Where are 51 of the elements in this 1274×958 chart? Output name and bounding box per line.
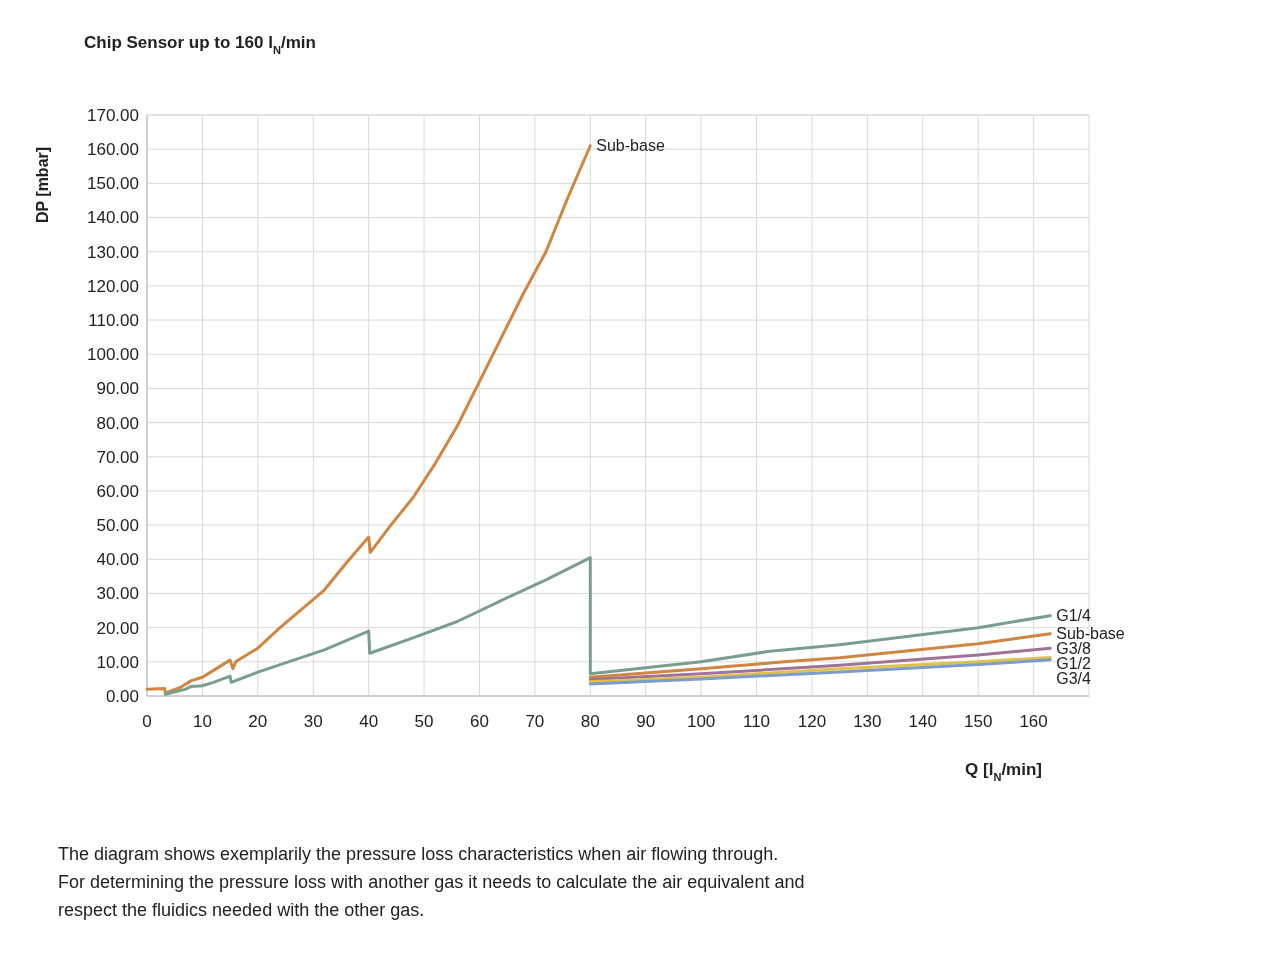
y-tick-label: 90.00 — [96, 379, 139, 399]
x-tick-label: 90 — [636, 712, 656, 731]
y-tick-label: 130.00 — [87, 242, 139, 262]
x-tick-label: 120 — [797, 712, 827, 731]
y-tick-label: 0.00 — [105, 686, 139, 706]
y-tick-label: 20.00 — [96, 618, 139, 638]
x-tick-label: 70 — [525, 712, 545, 731]
y-tick-label: 70.00 — [96, 447, 139, 467]
x-tick-label: 100 — [686, 712, 716, 731]
y-axis-title: DP [mbar] — [34, 146, 51, 224]
x-tick-label: 140 — [908, 712, 937, 731]
y-tick-label: 120.00 — [87, 276, 139, 296]
text: The diagram shows exemplarily the pressure loss characteristics when air flowing through. — [58, 844, 779, 864]
x-tick-label: 20 — [248, 712, 268, 731]
line-series — [163, 556, 1052, 696]
text: For determining the pressure loss with another gas it needs to calculate the air equivalent and — [58, 872, 805, 892]
series-label: G1/4 — [1056, 606, 1091, 624]
series-label: G3/8 — [1056, 639, 1091, 657]
y-tick-label: 30.00 — [96, 584, 139, 604]
y-tick-label: 80.00 — [96, 413, 139, 433]
series-label: Sub-base — [596, 136, 665, 154]
series-label: G1/2 — [1056, 654, 1091, 672]
y-tick-label: 140.00 — [87, 208, 139, 228]
x-tick-label: 150 — [963, 712, 993, 731]
y-tick-label: 150.00 — [87, 174, 139, 194]
series-label: Sub-base — [1056, 624, 1125, 642]
x-tick-label: 40 — [359, 712, 379, 731]
y-tick-label: 10.00 — [96, 652, 139, 672]
x-tick-label: 0 — [142, 712, 152, 731]
x-tick-label: 110 — [742, 712, 771, 731]
y-tick-label: 170.00 — [87, 105, 139, 125]
x-tick-label: 30 — [303, 712, 323, 731]
y-tick-label: 160.00 — [87, 140, 139, 160]
y-tick-label: 60.00 — [96, 481, 139, 501]
y-tick-label: 40.00 — [96, 550, 139, 570]
x-tick-label: 50 — [414, 712, 434, 731]
line-series — [588, 646, 1052, 682]
x-tick-label: 80 — [580, 712, 600, 731]
y-tick-label: 50.00 — [96, 516, 139, 536]
x-tick-label: 160 — [1019, 712, 1048, 731]
x-tick-label: 130 — [853, 712, 882, 731]
line-series — [145, 144, 592, 695]
chart-title: Chip Sensor up to 160 l$_{N}$/min — [84, 33, 316, 56]
x-tick-label: 10 — [192, 712, 212, 731]
line-series — [588, 632, 1052, 679]
x-axis-title: Q [l$_{N}$/min] — [965, 760, 1042, 783]
y-tick-label: 110.00 — [88, 311, 139, 331]
series-label: G3/4 — [1056, 669, 1091, 687]
y-tick-label: 100.00 — [87, 345, 139, 365]
x-tick-label: 60 — [470, 712, 489, 731]
text: respect the fluidics needed with the other gas. — [58, 900, 425, 920]
